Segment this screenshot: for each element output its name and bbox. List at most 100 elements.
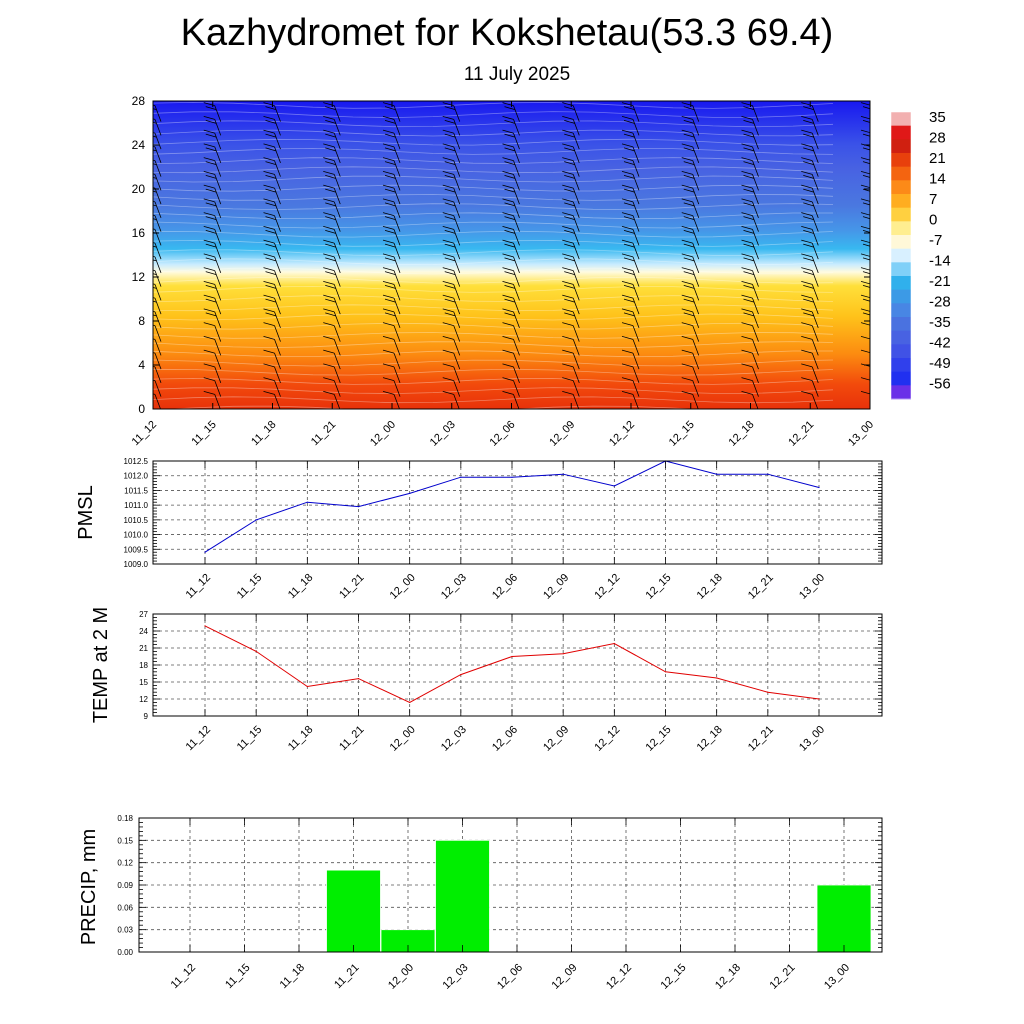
wind-barb bbox=[502, 226, 520, 246]
wind-barb-shaft bbox=[453, 105, 461, 122]
contour-line bbox=[153, 304, 834, 312]
wind-barb-feather bbox=[442, 391, 454, 395]
wind-barb-shaft bbox=[811, 298, 819, 315]
y-tick-label: 1010.5 bbox=[124, 516, 149, 525]
wind-barb-shaft bbox=[572, 298, 580, 315]
wind-barb-feather bbox=[623, 175, 635, 179]
wind-barb-shaft bbox=[453, 353, 461, 370]
wind-barb-feather bbox=[502, 129, 514, 134]
wind-barb-shaft bbox=[154, 119, 162, 136]
wind-barb-shaft bbox=[274, 160, 281, 177]
contour-line bbox=[153, 377, 834, 385]
wind-barb-shaft bbox=[692, 243, 700, 260]
wind-barb-shaft bbox=[752, 188, 759, 205]
wind-barb bbox=[203, 184, 222, 205]
wind-barb-feather bbox=[325, 312, 336, 317]
wind-barb bbox=[621, 294, 640, 315]
wind-barb-feather bbox=[741, 377, 753, 382]
wind-barb bbox=[621, 184, 640, 205]
wind-barb bbox=[801, 267, 819, 287]
wind-barb-feather bbox=[205, 147, 217, 152]
wind-barb bbox=[442, 253, 461, 274]
y-tick-label: 0.15 bbox=[117, 836, 133, 845]
wind-barb-feather bbox=[803, 216, 814, 221]
wind-barb-shaft bbox=[692, 353, 700, 370]
wind-barb-shaft bbox=[513, 380, 520, 397]
wind-barb-shaft bbox=[692, 188, 700, 205]
wind-barb-feather bbox=[860, 349, 870, 354]
wind-barb-shaft bbox=[872, 147, 878, 163]
wind-barb-feather bbox=[562, 239, 574, 244]
wind-barb bbox=[323, 336, 341, 356]
wind-barb-feather bbox=[743, 298, 755, 303]
wind-barb-shaft bbox=[274, 311, 281, 329]
wind-barb bbox=[860, 226, 870, 233]
wind-barb bbox=[860, 281, 870, 288]
wind-barb bbox=[860, 322, 870, 326]
wind-barb bbox=[502, 171, 520, 191]
wind-barb-feather bbox=[153, 259, 157, 262]
wind-barb-shaft bbox=[453, 174, 461, 191]
wind-barb-shaft bbox=[513, 353, 520, 370]
wind-barb-shaft bbox=[214, 284, 222, 301]
wind-barb bbox=[382, 377, 401, 397]
wind-barb-feather bbox=[263, 129, 275, 134]
y-tick-label: 12 bbox=[132, 270, 146, 284]
wind-barb-shaft bbox=[811, 270, 819, 287]
wind-barb-feather bbox=[442, 363, 454, 368]
wind-barb-feather bbox=[564, 312, 575, 317]
wind-barb-shaft bbox=[154, 353, 162, 370]
precip-chart: 0.00 0.03 0.06 0.09 0.12 0.15 0.18 11_12 11_15 11… bbox=[78, 814, 883, 992]
wind-barb-feather bbox=[623, 257, 635, 262]
wind-barb-shaft bbox=[692, 270, 700, 287]
wind-barb-feather bbox=[504, 106, 516, 111]
wind-barb-feather bbox=[562, 253, 574, 258]
y-tick-label: 1011.5 bbox=[124, 486, 148, 495]
wind-barb-feather bbox=[683, 175, 695, 179]
wind-barb-shaft bbox=[333, 133, 341, 150]
wind-barb bbox=[502, 349, 520, 370]
wind-barb-feather bbox=[562, 349, 574, 354]
y-tick-label: 1010.0 bbox=[124, 531, 149, 540]
wind-barb-feather bbox=[803, 298, 814, 303]
wind-barb-feather bbox=[623, 188, 635, 193]
wind-barb bbox=[323, 129, 341, 150]
wind-barb-shaft bbox=[393, 229, 401, 246]
wind-barb-feather bbox=[801, 212, 813, 217]
wind-barb-feather bbox=[860, 129, 870, 134]
x-tick-label: 12_21 bbox=[746, 724, 776, 754]
wind-barb-feather bbox=[741, 184, 753, 189]
wind-barb-feather bbox=[323, 294, 335, 299]
wind-barb-shaft bbox=[811, 215, 819, 232]
wind-barb-feather bbox=[860, 253, 870, 257]
contour-line bbox=[153, 341, 834, 349]
wind-barb-feather bbox=[621, 391, 634, 395]
wind-barb bbox=[323, 198, 341, 219]
wind-barb-feather bbox=[502, 143, 514, 148]
wind-barb-feather bbox=[803, 106, 814, 111]
wind-barb-shaft bbox=[632, 243, 640, 260]
y-tick-label: 28 bbox=[132, 94, 146, 108]
wind-barb-feather bbox=[263, 116, 275, 120]
wind-barb-feather bbox=[801, 226, 813, 230]
colorbar-label: -35 bbox=[929, 314, 951, 331]
wind-barb-shaft bbox=[513, 270, 520, 287]
wind-barb-shaft bbox=[872, 174, 878, 190]
wind-barb-shaft bbox=[632, 146, 640, 164]
wind-barb-shaft bbox=[214, 229, 222, 246]
wind-barb-feather bbox=[621, 129, 634, 134]
wind-barb-shaft bbox=[632, 119, 640, 136]
wind-barb-shaft bbox=[752, 339, 759, 356]
wind-barb bbox=[442, 129, 461, 150]
wind-barb bbox=[741, 349, 759, 370]
wind-barb-feather bbox=[803, 230, 814, 234]
wind-barb bbox=[382, 253, 401, 274]
wind-barb bbox=[741, 116, 759, 136]
wind-barb-feather bbox=[382, 157, 395, 162]
wind-barb-feather bbox=[741, 198, 753, 203]
x-tick-label: 12_06 bbox=[488, 419, 518, 449]
wind-barb-shaft bbox=[692, 284, 700, 301]
wind-barb-feather bbox=[265, 285, 277, 289]
wind-barb-feather bbox=[382, 226, 395, 230]
contour-line bbox=[153, 239, 834, 247]
